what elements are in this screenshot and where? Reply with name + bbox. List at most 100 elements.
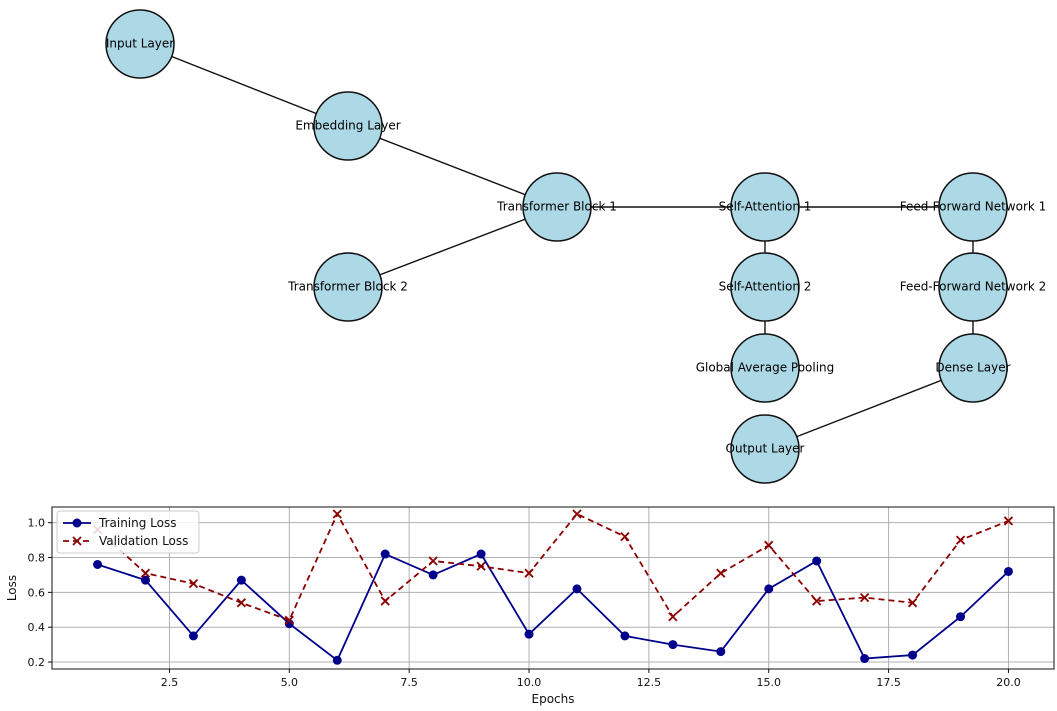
node-gap: Global Average Pooling: [696, 333, 835, 403]
marker-stroke: [955, 535, 966, 545]
data-point: [572, 509, 582, 519]
marker-stroke: [668, 612, 678, 622]
node-circle: [938, 252, 1008, 322]
data-point: [907, 598, 918, 608]
marker-stroke: [1003, 516, 1014, 526]
data-point: [188, 631, 198, 641]
node-circle: [105, 9, 175, 79]
chart-series: [92, 509, 1014, 665]
data-point: [380, 596, 390, 606]
node-label: Transformer Block 2: [287, 280, 408, 294]
data-point: [476, 549, 486, 559]
node-sa1: Self-Attention 1: [719, 172, 811, 242]
legend-label: Validation Loss: [99, 534, 188, 548]
marker-stroke: [524, 568, 534, 578]
loss-chart: 2.5 5.0 7.5 10.0 12.5 15.0 17.5 20.0 0.2 0.4 0.6 0.…: [5, 506, 1055, 706]
y-tick-label: 0.6: [28, 586, 46, 599]
x-tick-label: 5.0: [281, 676, 299, 689]
legend-label: Training Loss: [98, 516, 176, 530]
chart-axes: 2.5 5.0 7.5 10.0 12.5 15.0 17.5 20.0 0.2 0.4 0.6 0.…: [5, 506, 1055, 706]
node-label: Global Average Pooling: [696, 361, 835, 375]
data-point: [859, 592, 870, 603]
network-diagram: Input Layer Embedding Layer Transformer Bl…: [105, 9, 1047, 484]
marker-stroke: [236, 598, 247, 608]
node-circle: [938, 172, 1008, 242]
data-point: [428, 570, 438, 580]
node-circle: [730, 252, 800, 322]
data-point: [956, 612, 966, 622]
edge-dense-out: [764, 367, 974, 450]
diagram-nodes: Input Layer Embedding Layer Transformer Bl…: [105, 9, 1047, 484]
data-point: [764, 584, 774, 594]
data-point: [668, 612, 678, 622]
node-out: Output Layer: [726, 414, 805, 484]
data-point: [476, 561, 486, 571]
marker-stroke: [476, 561, 486, 571]
marker-stroke: [572, 509, 582, 519]
legend-entry: Training Loss: [63, 516, 176, 530]
data-point: [812, 556, 822, 566]
series-line: [97, 552, 1010, 662]
chart-legend: Training Loss Validation Loss: [56, 510, 200, 554]
node-sa2: Self-Attention 2: [719, 252, 812, 322]
node-tb2: Transformer Block 2: [287, 252, 408, 322]
data-point: [908, 650, 918, 660]
x-axis-label: Epochs: [532, 692, 575, 706]
x-tick-label: 12.5: [637, 676, 662, 689]
node-circle: [730, 414, 800, 484]
data-point: [572, 584, 582, 594]
legend-box: [56, 510, 200, 554]
node-circle: [313, 252, 383, 322]
marker-stroke: [812, 596, 822, 606]
node-circle: [730, 333, 800, 403]
y-axis-label: Loss: [5, 575, 19, 601]
legend-marker: [72, 536, 82, 546]
node-label: Embedding Layer: [295, 119, 400, 133]
marker-stroke: [332, 509, 342, 519]
marker-stroke: [284, 615, 294, 625]
data-point: [188, 579, 199, 589]
data-point: [524, 629, 534, 639]
data-point: [236, 575, 246, 585]
data-point: [620, 531, 630, 542]
node-dense: Dense Layer: [935, 333, 1011, 403]
data-point: [284, 615, 294, 625]
data-point: [332, 655, 342, 665]
x-tick-label: 17.5: [876, 676, 901, 689]
data-point: [1003, 516, 1014, 526]
data-point: [1003, 566, 1013, 576]
data-point: [428, 556, 438, 566]
legend-entry: Validation Loss: [63, 534, 188, 548]
series-0: [93, 549, 1013, 665]
x-tick-label: 20.0: [996, 676, 1021, 689]
data-point: [93, 559, 103, 569]
marker-stroke: [859, 592, 870, 603]
x-tick-label: 2.5: [161, 676, 179, 689]
data-point: [140, 575, 150, 585]
data-point: [716, 568, 726, 578]
node-embed: Embedding Layer: [295, 91, 401, 161]
node-ffn1: Feed-Forward Network 1: [900, 172, 1047, 242]
data-point: [764, 540, 774, 550]
data-point: [668, 640, 678, 650]
data-point: [812, 596, 822, 606]
y-tick-label: 0.8: [28, 552, 46, 565]
node-tb1: Transformer Block 1: [496, 172, 617, 242]
node-label: Self-Attention 2: [719, 280, 812, 294]
y-tick-label: 0.2: [28, 656, 46, 669]
x-tick-label: 15.0: [756, 676, 781, 689]
data-point: [140, 568, 151, 578]
node-label: Feed-Forward Network 1: [900, 200, 1047, 214]
node-label: Output Layer: [726, 442, 805, 456]
series-1: [92, 509, 1014, 625]
diagram-edges: [139, 43, 974, 450]
x-tick-label: 10.0: [517, 676, 542, 689]
node-circle: [313, 91, 383, 161]
x-tick-label: 7.5: [400, 676, 418, 689]
edge-input-embed: [139, 43, 349, 127]
y-tick-label: 0.4: [28, 621, 46, 634]
y-tick-label: 1.0: [28, 517, 46, 530]
series-line: [96, 511, 1009, 622]
node-ffn2: Feed-Forward Network 2: [900, 252, 1046, 322]
data-point: [620, 631, 630, 641]
